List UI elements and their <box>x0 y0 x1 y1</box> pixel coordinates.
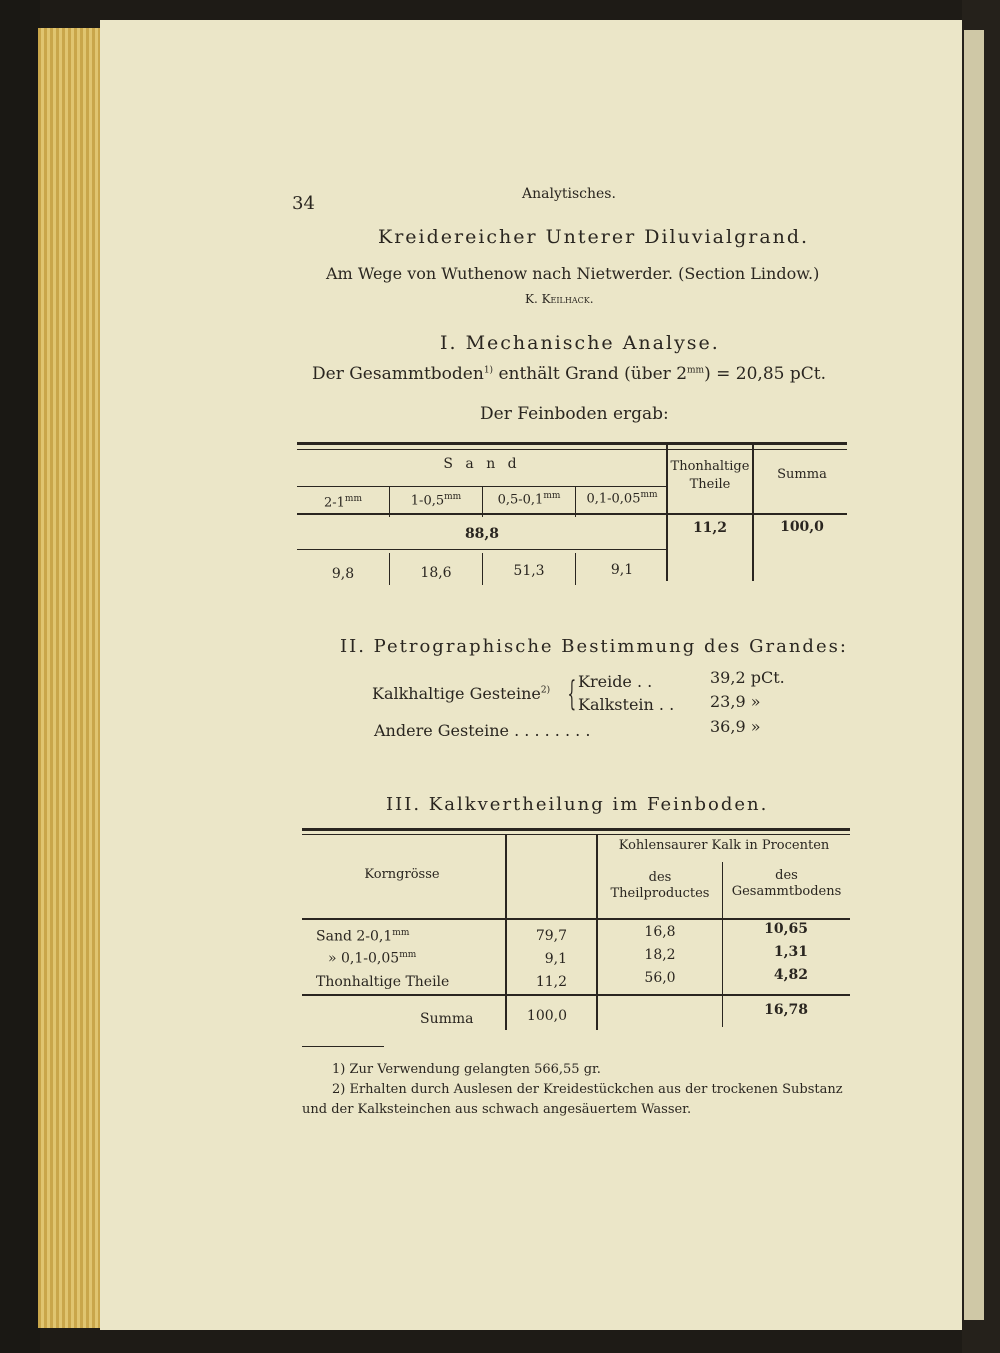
author: K. Keilhack. <box>525 292 594 306</box>
petro-label: Kreide . . <box>578 672 653 691</box>
section1-subheading: Der Feinboden ergab: <box>480 404 669 424</box>
fraction-value: 9,8 <box>331 566 355 582</box>
row-label: Sand 2-0,1mm <box>316 928 410 945</box>
page-edges <box>38 28 102 1328</box>
sum-gesamt: 16,78 <box>764 1002 808 1018</box>
sum-share: 100,0 <box>526 1008 567 1024</box>
sum-label: Summa <box>420 1011 474 1027</box>
fraction-value: 51,3 <box>513 563 545 579</box>
petro-label: Andere Gesteine . . . . . . . . <box>374 721 591 740</box>
section1-heading: I. Mechanische Analyse. <box>440 332 720 354</box>
row-teil: 16,8 <box>644 924 676 940</box>
next-page-edge <box>964 30 984 1320</box>
korn-header: Korngrösse <box>364 867 440 882</box>
article-title: Kreidereicher Unterer Diluvialgrand. <box>378 226 810 248</box>
fraction-header: 0,5-0,1mm <box>497 491 561 508</box>
footnote-2-cont: und der Kalksteinchen aus schwach angesä… <box>302 1102 692 1117</box>
running-head: Analytisches. <box>522 186 616 202</box>
kalk-header: Kohlensaurer Kalk in Procenten <box>618 838 830 853</box>
row-gesamt: 10,65 <box>764 921 808 937</box>
fraction-header: 2-1mm <box>323 494 362 511</box>
petro-value: 39,2 pCt. <box>710 668 785 687</box>
fraction-value: 18,6 <box>420 565 452 581</box>
teil-header: des Theilproductes <box>610 870 710 901</box>
grand-statement: Der Gesammtboden1) enthält Grand (über 2… <box>312 364 826 384</box>
row-teil: 18,2 <box>644 947 676 963</box>
page-number: 34 <box>292 193 315 214</box>
row-share: 9,1 <box>544 951 567 967</box>
gesamt-header: des Gesammtbodens <box>731 868 842 899</box>
petro-label: Kalkstein . . <box>578 695 675 714</box>
petro-value: 23,9 » <box>710 692 761 711</box>
sum-value: 100,0 <box>780 519 824 535</box>
row-gesamt: 4,82 <box>773 967 808 983</box>
row-gesamt: 1,31 <box>773 944 808 960</box>
footnote-rule <box>302 1046 384 1047</box>
sum-header: Summa <box>777 467 827 482</box>
petro-value: 36,9 » <box>710 717 761 736</box>
row-label: » 0,1-0,05mm <box>328 950 417 967</box>
footnote-1: 1) Zur Verwendung gelangten 566,55 gr. <box>332 1062 601 1077</box>
sand-header: S a n d <box>443 456 521 472</box>
fraction-header: 0,1-0,05mm <box>586 490 658 507</box>
section3-heading: III. Kalkvertheilung im Feinboden. <box>386 794 769 815</box>
fraction-header: 1-0,5mm <box>410 492 462 509</box>
clay-value: 11,2 <box>692 520 728 536</box>
row-label: Thonhaltige Theile <box>316 974 450 990</box>
footnote-2: 2) Erhalten durch Auslesen der Kreidestü… <box>332 1082 843 1097</box>
sand-total: 88,8 <box>464 526 500 542</box>
book-cover <box>0 0 40 1353</box>
fraction-value: 9,1 <box>610 562 634 578</box>
row-share: 79,7 <box>535 928 567 944</box>
brace-icon: { <box>567 674 577 714</box>
group-label: Kalkhaltige Gesteine2) <box>372 684 551 703</box>
page <box>100 20 962 1330</box>
section2-heading: II. Petrographische Bestimmung des Grand… <box>340 636 848 657</box>
location: Am Wege von Wuthenow nach Nietwerder. (S… <box>326 264 820 283</box>
row-share: 11,2 <box>535 974 567 990</box>
clay-header: Thonhaltige Theile <box>670 459 750 492</box>
row-teil: 56,0 <box>644 970 676 986</box>
